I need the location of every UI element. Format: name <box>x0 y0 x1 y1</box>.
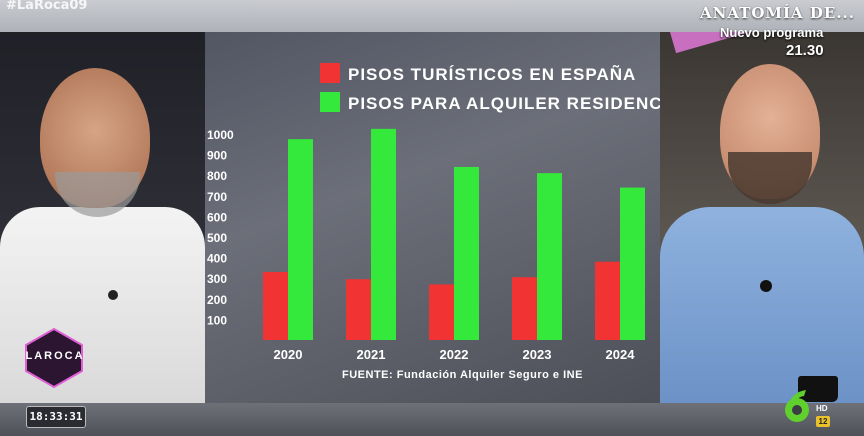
right-guest-shirt <box>660 207 864 403</box>
x-axis: 2020 2021 2022 2023 2024 <box>274 347 636 362</box>
chart-source: FUENTE: Fundación Alquiler Seguro e INE <box>342 369 583 381</box>
y-tick-label: 1000 <box>207 128 234 142</box>
legend-label-series-2: PISOS PARA ALQUILER RESIDENCIA <box>348 94 660 113</box>
y-tick-label: 400 <box>207 252 227 266</box>
bar-series-2-2022 <box>454 166 479 340</box>
chart-legend: PISOS TURÍSTICOS EN ESPAÑA PISOS PARA AL… <box>320 63 660 113</box>
bar-series-1-2024 <box>595 261 620 340</box>
right-guest-camera <box>660 32 864 403</box>
show-hashtag: #LaRoca09 <box>6 0 88 13</box>
bar-series-2-2023 <box>537 173 562 340</box>
lapel-mic-icon <box>108 290 118 300</box>
legend-swatch-series-2 <box>320 92 340 112</box>
x-tick-label: 2020 <box>274 347 303 362</box>
hd-badge: HD <box>816 404 828 413</box>
channel-logo-icon <box>785 390 809 422</box>
bar-series-1-2023 <box>512 277 537 340</box>
legend-swatch-series-1 <box>320 63 340 83</box>
next-show-label: Nuevo programa <box>720 25 824 40</box>
y-tick-label: 200 <box>207 293 227 307</box>
y-tick-label: 300 <box>207 272 227 286</box>
bars <box>263 128 645 340</box>
chart-panel: PISOS TURÍSTICOS EN ESPAÑA PISOS PARA AL… <box>205 32 660 403</box>
next-show-time: 21.30 <box>786 42 824 59</box>
show-logo-text: LAROCA <box>25 350 85 362</box>
bar-series-1-2021 <box>346 279 371 340</box>
right-guest-beard <box>728 152 812 204</box>
legend-label-series-1: PISOS TURÍSTICOS EN ESPAÑA <box>348 64 636 84</box>
next-show-title: ANATOMÍA DE... <box>700 4 855 22</box>
x-tick-label: 2024 <box>606 347 636 362</box>
left-guest-camera <box>0 32 205 403</box>
y-tick-label: 900 <box>207 149 227 163</box>
bar-chart: PISOS TURÍSTICOS EN ESPAÑA PISOS PARA AL… <box>207 63 660 362</box>
bar-series-1-2022 <box>429 284 454 340</box>
laroca-logo-icon <box>25 327 83 389</box>
y-axis: 100 200 300 400 500 600 700 800 900 1000 <box>207 128 234 327</box>
bar-series-2-2021 <box>371 128 396 340</box>
x-tick-label: 2022 <box>440 347 469 362</box>
x-tick-label: 2023 <box>523 347 552 362</box>
lapel-mic-icon <box>760 280 772 292</box>
y-tick-label: 500 <box>207 231 227 245</box>
y-tick-label: 600 <box>207 210 227 224</box>
x-tick-label: 2021 <box>357 347 386 362</box>
top-banner <box>0 0 864 32</box>
mug-icon <box>798 376 838 402</box>
y-tick-label: 700 <box>207 190 227 204</box>
y-tick-label: 100 <box>207 313 227 327</box>
bottom-banner <box>0 403 864 436</box>
bar-series-2-2024 <box>620 187 645 340</box>
age-rating-badge: 12 <box>816 416 830 427</box>
bar-series-1-2020 <box>263 272 288 340</box>
bar-series-2-2020 <box>288 139 313 340</box>
on-air-clock: 18:33:31 <box>26 406 86 428</box>
y-tick-label: 800 <box>207 169 227 183</box>
